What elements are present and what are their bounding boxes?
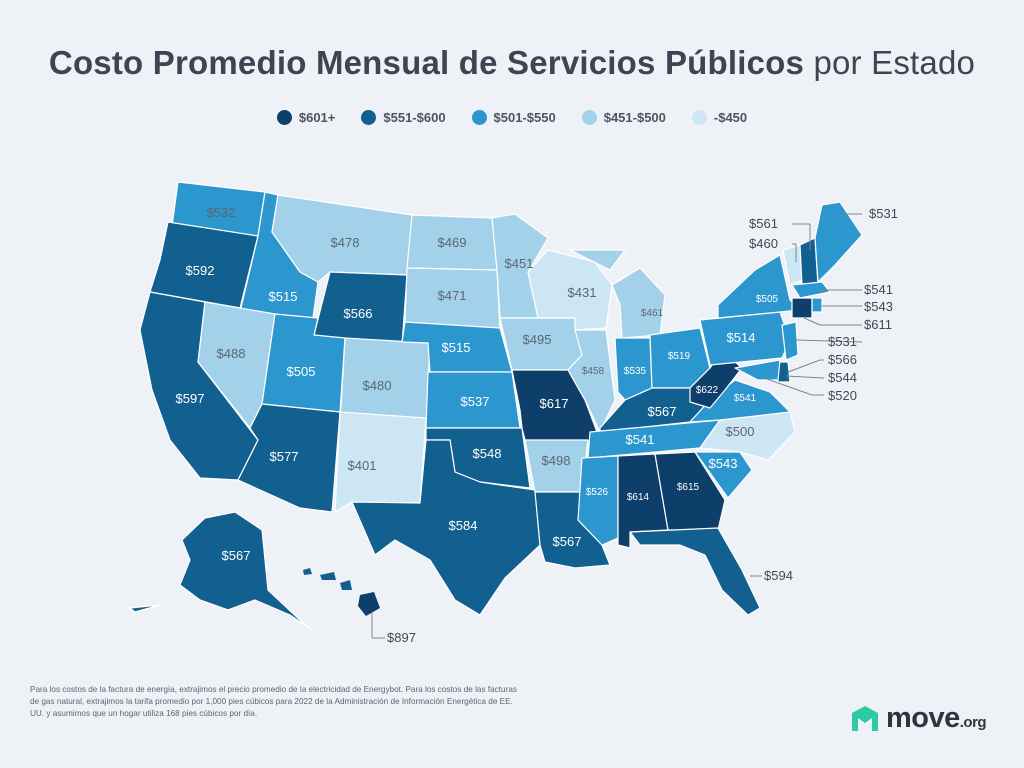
state-md[interactable] xyxy=(734,359,781,381)
legend-swatch xyxy=(691,110,707,125)
label-ky: $567 xyxy=(648,404,677,419)
label-ga: $615 xyxy=(677,482,700,493)
state-hi[interactable] xyxy=(303,568,380,616)
label-co: $480 xyxy=(363,378,392,393)
label-pa: $514 xyxy=(727,330,756,345)
state-ms[interactable] xyxy=(577,455,619,546)
legend-swatch xyxy=(471,110,487,125)
legend-label: $551-$600 xyxy=(383,110,446,125)
legend-label: $601+ xyxy=(298,110,336,125)
legend-swatch xyxy=(361,110,377,125)
legend-swatch xyxy=(581,110,597,125)
label-vt: $460 xyxy=(749,236,778,251)
label-ok: $548 xyxy=(473,446,502,461)
label-il: $458 xyxy=(582,366,605,377)
label-ia: $495 xyxy=(523,332,552,347)
label-sd: $471 xyxy=(438,288,467,303)
label-mn: $451 xyxy=(505,256,534,271)
page-title: Costo Promedio Mensual de Servicios Públ… xyxy=(0,44,1024,82)
label-ct: $611 xyxy=(864,317,892,332)
label-fl: $594 xyxy=(764,568,793,583)
label-nv: $488 xyxy=(217,346,246,361)
label-nc: $500 xyxy=(726,424,755,439)
state-nj[interactable] xyxy=(781,321,799,361)
label-dc: $520 xyxy=(828,388,857,403)
label-me: $531 xyxy=(869,206,898,221)
label-mi: $461 xyxy=(641,308,664,319)
state-fl[interactable] xyxy=(629,527,761,616)
label-nd: $469 xyxy=(438,235,467,250)
label-md: $544 xyxy=(828,370,857,385)
state-labels-outside: $897 $594 $561 $460 $531 $541 $543 $611 … xyxy=(387,206,898,645)
label-ak: $567 xyxy=(222,548,251,563)
state-ga[interactable] xyxy=(654,451,726,531)
brand-logo: move.org xyxy=(850,702,987,735)
label-mt: $478 xyxy=(331,235,360,250)
label-al: $614 xyxy=(627,492,650,503)
legend-label: $451-$500 xyxy=(603,110,666,125)
legend-item-under-450: -$450 xyxy=(691,110,748,125)
label-wi: $431 xyxy=(568,285,597,300)
state-sc[interactable] xyxy=(694,451,753,499)
title-normal: por Estado xyxy=(813,44,976,81)
state-tx[interactable] xyxy=(351,439,541,616)
logo-text: move.org xyxy=(886,702,987,735)
label-oh: $519 xyxy=(668,351,691,362)
state-il[interactable] xyxy=(567,329,616,433)
logo-name: move xyxy=(886,702,960,734)
legend-item-551-600: $551-$600 xyxy=(361,110,446,125)
legend: $601+ $551-$600 $501-$550 $451-$500 -$45… xyxy=(0,110,1024,125)
label-ne: $515 xyxy=(442,340,471,355)
label-la: $567 xyxy=(553,534,582,549)
legend-item-451-500: $451-$500 xyxy=(581,110,666,125)
legend-item-501-550: $501-$550 xyxy=(471,110,556,125)
label-ma: $541 xyxy=(864,282,893,297)
label-sc: $543 xyxy=(709,456,738,471)
footnote: Para los costos de la factura de energía… xyxy=(30,685,517,718)
label-ri: $543 xyxy=(864,299,893,314)
legend-label: -$450 xyxy=(713,110,748,125)
label-tn: $541 xyxy=(626,432,655,447)
label-ks: $537 xyxy=(461,394,490,409)
label-ny: $505 xyxy=(756,294,779,305)
label-az: $577 xyxy=(270,449,299,464)
label-wa: $532 xyxy=(207,205,236,220)
label-nj: $531 xyxy=(828,334,857,349)
label-in: $535 xyxy=(624,366,647,377)
leader-lines xyxy=(371,213,863,639)
label-tx: $584 xyxy=(449,518,478,533)
label-wy: $566 xyxy=(344,306,373,321)
label-ut: $505 xyxy=(287,364,316,379)
title-bold: Costo Promedio Mensual de Servicios Públ… xyxy=(48,44,805,81)
label-nm: $401 xyxy=(348,458,377,473)
label-id: $515 xyxy=(269,289,298,304)
label-va: $541 xyxy=(734,393,757,404)
logo-suffix: .org xyxy=(959,714,987,731)
label-de: $566 xyxy=(828,352,857,367)
state-ak[interactable] xyxy=(129,511,313,631)
label-or: $592 xyxy=(186,263,215,278)
state-ma[interactable] xyxy=(791,281,831,299)
state-labels: $532 $592 $597 $515 $488 $478 $566 $505 … xyxy=(176,205,779,563)
label-ar: $498 xyxy=(542,453,571,468)
label-nh: $561 xyxy=(749,216,778,231)
state-ri[interactable] xyxy=(811,297,823,313)
label-ms: $526 xyxy=(586,487,609,498)
move-logo-icon xyxy=(852,705,878,731)
label-wv: $622 xyxy=(696,385,719,396)
legend-item-601-plus: $601+ xyxy=(276,110,336,125)
state-ct[interactable] xyxy=(791,297,813,319)
label-mo: $617 xyxy=(540,396,569,411)
label-ca: $597 xyxy=(176,391,205,406)
legend-swatch xyxy=(276,110,292,125)
legend-label: $501-$550 xyxy=(493,110,556,125)
label-hi: $897 xyxy=(387,630,416,645)
state-wi[interactable] xyxy=(527,249,613,331)
